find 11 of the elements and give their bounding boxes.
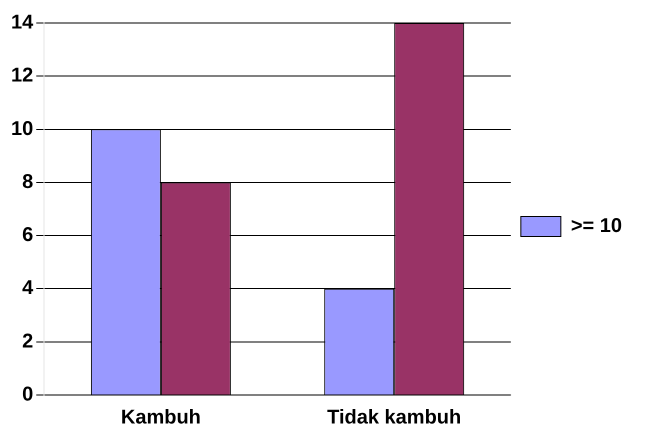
y-tick-label: 10	[10, 118, 34, 140]
y-tick-label: 4	[22, 277, 34, 300]
legend-label: >= 10	[570, 215, 622, 238]
y-tick-label: 14	[10, 12, 34, 34]
x-tick-label: Kambuh	[120, 406, 201, 429]
y-tick-label: 8	[22, 170, 34, 193]
x-tick-label: Tidak kambuh	[327, 406, 462, 429]
y-tick-label: 0	[22, 384, 34, 406]
y-tick-label: 6	[22, 224, 34, 246]
y-tick-label: 12	[10, 64, 34, 87]
y-tick-label: 2	[22, 330, 34, 352]
